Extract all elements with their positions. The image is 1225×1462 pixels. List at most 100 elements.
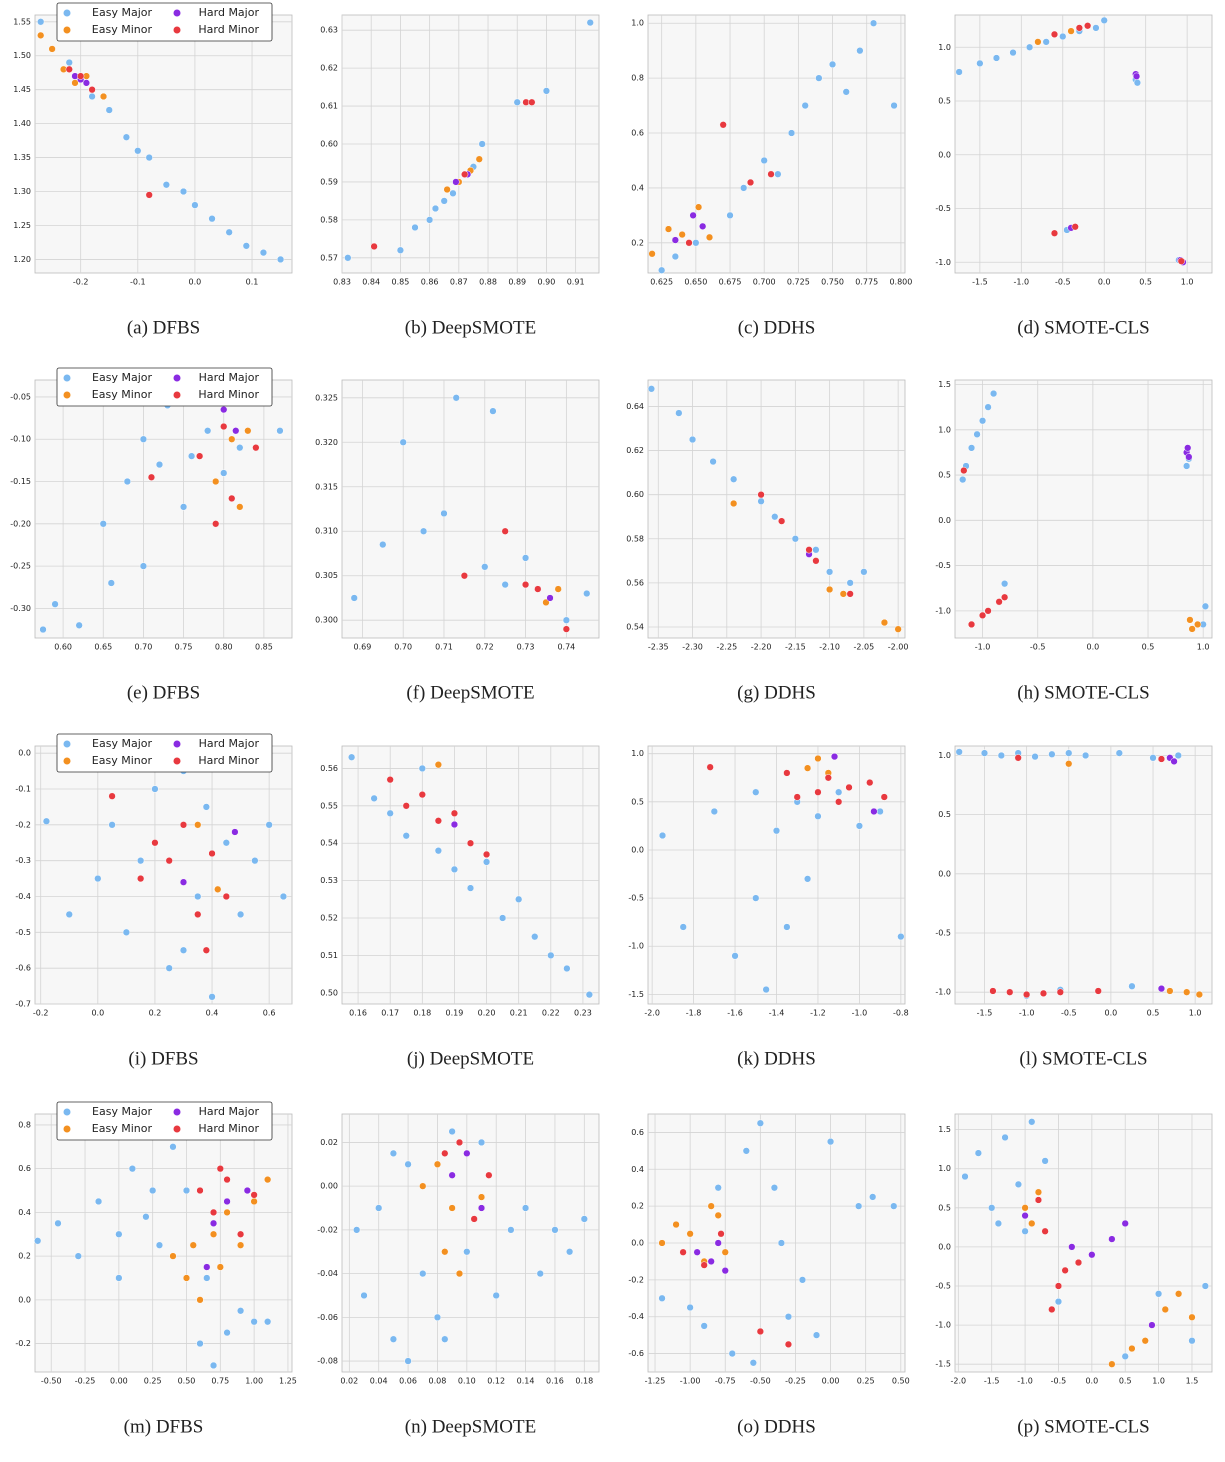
point	[880, 618, 889, 627]
point	[228, 494, 236, 503]
y-tick-label: 0.63	[320, 26, 338, 35]
y-tick-label: -0.6	[15, 964, 31, 973]
point	[1092, 24, 1100, 32]
point	[165, 964, 173, 972]
point	[728, 1349, 736, 1358]
x-tick-label: 0.18	[575, 1377, 593, 1386]
point	[984, 403, 992, 411]
point	[222, 839, 230, 847]
point	[671, 236, 679, 244]
point	[1014, 754, 1022, 762]
legend-label: Hard Major	[199, 371, 260, 384]
y-tick-label: -1.0	[935, 1321, 951, 1330]
point	[477, 1204, 486, 1212]
point	[99, 92, 108, 101]
point	[717, 1230, 725, 1238]
x-tick-label: 0.775	[855, 278, 878, 287]
y-tick-label: 0.5	[938, 1203, 951, 1212]
point	[425, 216, 434, 224]
point	[1121, 1352, 1129, 1361]
x-tick-label: 0.00	[110, 1377, 128, 1386]
x-tick-label: -0.8	[893, 1009, 909, 1018]
x-tick-label: 0.90	[538, 278, 556, 287]
x-tick-label: -2.25	[716, 643, 737, 652]
legend-marker	[63, 1108, 71, 1116]
legend-marker	[173, 391, 181, 399]
point	[1115, 749, 1123, 757]
point	[1161, 1305, 1169, 1314]
point	[1074, 1258, 1083, 1267]
point	[752, 788, 760, 796]
x-tick-label: 0.650	[684, 278, 707, 287]
point	[784, 1340, 793, 1349]
point	[984, 607, 992, 615]
x-tick-label: 0.02	[340, 1377, 358, 1386]
point	[542, 87, 551, 95]
point	[108, 792, 116, 800]
legend-marker	[173, 374, 181, 382]
point	[396, 246, 405, 254]
point	[195, 452, 204, 460]
point	[793, 793, 801, 801]
point	[209, 1361, 218, 1370]
point	[989, 987, 997, 995]
x-tick-label: -0.1	[130, 278, 146, 287]
y-tick-label: -0.3	[15, 856, 31, 865]
point	[1188, 625, 1196, 633]
legend-label: Easy Major	[92, 6, 152, 19]
x-tick-label: 1.0	[1181, 278, 1194, 287]
x-tick-label: 0.0	[189, 278, 202, 287]
y-tick-label: -0.1	[15, 785, 31, 794]
y-tick-label: 0.300	[315, 616, 338, 625]
point	[1141, 1337, 1149, 1345]
point	[115, 1230, 123, 1238]
point	[846, 579, 854, 587]
y-tick-label: -0.4	[15, 892, 31, 901]
y-tick-label: 0.55	[320, 801, 338, 810]
y-tick-label: -0.10	[10, 435, 31, 444]
x-tick-label: -0.5	[1030, 643, 1046, 652]
point	[250, 1197, 258, 1206]
point	[431, 204, 440, 213]
point	[767, 170, 775, 178]
point	[461, 170, 469, 179]
point	[105, 106, 113, 114]
point	[147, 473, 156, 481]
point	[692, 239, 700, 247]
point	[1021, 1204, 1029, 1212]
point	[88, 86, 96, 94]
x-tick-label: -2.10	[819, 643, 840, 652]
x-tick-label: 0.20	[478, 1009, 496, 1018]
caption: (a) DFBS	[127, 317, 200, 338]
point	[989, 389, 998, 398]
y-tick-label: 0.52	[320, 914, 338, 923]
point	[202, 803, 210, 811]
point	[386, 776, 394, 784]
point	[1157, 984, 1166, 993]
point	[1188, 1337, 1196, 1345]
x-tick-label: 0.18	[413, 1009, 431, 1018]
x-tick-label: 0.73	[517, 643, 535, 652]
point	[450, 809, 459, 817]
y-tick-label: 1.0	[631, 19, 644, 28]
point	[1041, 1157, 1049, 1165]
x-tick-label: 0.10	[458, 1377, 476, 1386]
point	[482, 850, 491, 859]
point	[477, 1193, 486, 1201]
y-tick-label: 1.25	[13, 221, 31, 230]
point	[65, 910, 73, 919]
point	[455, 1138, 464, 1147]
point	[208, 215, 216, 223]
legend-label: Hard Major	[199, 1105, 260, 1118]
x-tick-label: 0.87	[450, 278, 468, 287]
point	[75, 621, 83, 629]
point	[546, 594, 554, 602]
point	[774, 170, 782, 178]
point	[34, 1237, 42, 1245]
point	[714, 1184, 722, 1192]
point	[869, 19, 878, 27]
x-tick-label: -2.0	[951, 1377, 967, 1386]
point	[801, 101, 809, 110]
x-tick-label: 0.0	[1085, 1377, 1098, 1386]
point	[1048, 1305, 1056, 1314]
